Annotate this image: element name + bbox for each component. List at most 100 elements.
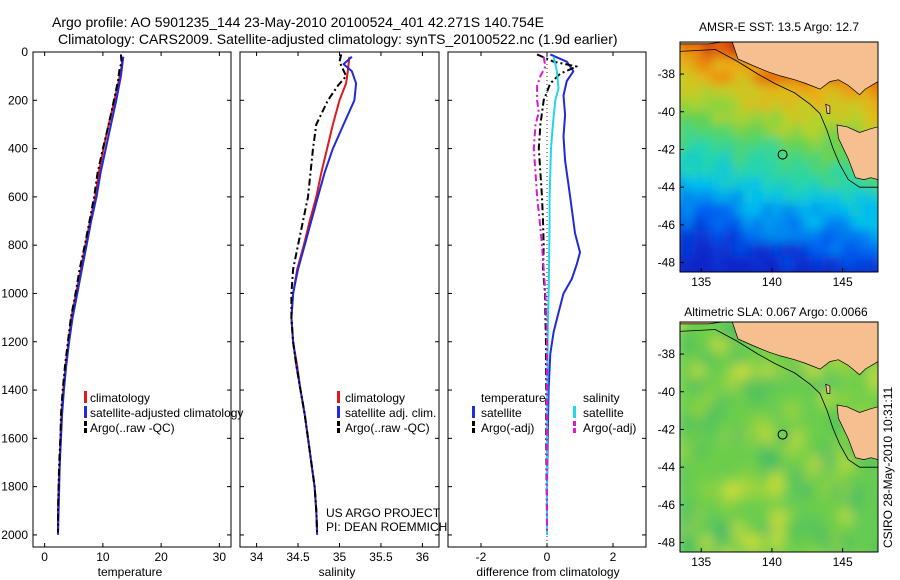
field-cell — [742, 535, 754, 550]
field-cell — [841, 202, 853, 217]
field-cell — [851, 189, 862, 204]
field-cell — [870, 228, 878, 243]
field-cell — [752, 363, 763, 378]
field-cell — [841, 363, 853, 378]
x-tick-label: 20 — [154, 550, 168, 564]
field-cell — [791, 442, 803, 457]
field-cell — [682, 136, 694, 151]
field-cell — [692, 241, 704, 256]
field-cell — [712, 109, 724, 125]
field-cell — [682, 482, 694, 497]
field-cell — [801, 455, 813, 471]
field-cell — [702, 429, 714, 444]
field-cell — [682, 350, 694, 365]
field-cell — [831, 215, 843, 230]
field-cell — [811, 162, 823, 177]
field-cell — [870, 83, 878, 98]
field-cell — [791, 123, 803, 138]
field-cell — [831, 96, 843, 111]
field-cell — [702, 175, 714, 191]
field-cell — [752, 429, 763, 444]
field-cell — [861, 189, 872, 204]
field-cell — [702, 202, 714, 217]
field-cell — [870, 241, 878, 256]
field-cell — [692, 215, 704, 230]
field-cell — [682, 376, 694, 391]
field-cell — [732, 429, 744, 444]
field-cell — [682, 429, 694, 444]
field-cell — [801, 149, 813, 164]
field-cell — [752, 241, 763, 256]
field-cell — [771, 228, 783, 243]
field-cell — [762, 123, 773, 138]
field-cell — [692, 548, 704, 552]
field-cell — [722, 162, 734, 177]
field-cell — [771, 548, 783, 552]
field-cell — [680, 57, 684, 72]
field-cell — [851, 389, 862, 405]
shelf-contour — [680, 329, 878, 468]
field-cell — [762, 162, 773, 177]
field-cell — [722, 42, 734, 45]
field-cell — [801, 255, 813, 270]
legend-label-satellite: satellite-adjusted climatology — [90, 406, 243, 420]
field-cell — [682, 521, 694, 536]
field-cell — [881, 255, 892, 269]
field-cell — [851, 241, 862, 256]
field-cell — [752, 228, 763, 243]
legend-swatch-satellite — [84, 406, 87, 418]
field-cell — [742, 109, 754, 125]
field-cell — [801, 162, 813, 177]
field-cell — [781, 376, 793, 391]
field-cell — [781, 202, 793, 217]
field-cell — [881, 176, 892, 190]
field-cell — [682, 215, 694, 230]
field-cell — [771, 202, 783, 217]
field-cell — [821, 482, 833, 497]
field-cell — [861, 482, 872, 497]
field-cell — [752, 149, 763, 164]
field-cell — [771, 96, 783, 111]
field-cell — [831, 228, 843, 243]
field-cell — [781, 495, 793, 510]
field-cell — [742, 403, 754, 418]
field-cell — [680, 162, 684, 177]
field-cell — [692, 323, 704, 339]
field-cell — [771, 136, 783, 151]
field-cell — [682, 548, 694, 552]
field-cell — [752, 403, 763, 418]
field-cell — [851, 96, 862, 111]
field-cell — [841, 548, 853, 552]
field-cell — [851, 535, 862, 550]
field-cell — [831, 389, 843, 405]
figure-title-line2: Climatology: CARS2009. Satellite-adjuste… — [58, 31, 618, 47]
field-cell — [851, 255, 862, 270]
field-cell — [752, 162, 763, 177]
field-cell — [870, 202, 878, 217]
y-tick-label: 0 — [21, 45, 28, 59]
field-cell — [702, 323, 714, 339]
field-cell — [680, 429, 684, 444]
field-cell — [752, 70, 763, 85]
field-cell — [861, 376, 872, 391]
field-cell — [870, 189, 878, 204]
field-cell — [811, 389, 823, 405]
field-cell — [722, 416, 734, 431]
field-cell — [682, 495, 694, 510]
field-cell — [881, 189, 892, 203]
field-cell — [791, 508, 803, 523]
map-y-tick-label: -40 — [658, 105, 676, 119]
field-cell — [791, 521, 803, 536]
field-cell — [692, 442, 704, 457]
field-cell — [821, 429, 833, 444]
field-cell — [821, 268, 833, 272]
field-cell — [712, 42, 724, 45]
field-cell — [821, 255, 833, 270]
field-cell — [841, 109, 853, 125]
field-cell — [841, 442, 853, 457]
field-cell — [821, 109, 833, 125]
field-cell — [762, 215, 773, 230]
field-cell — [851, 228, 862, 243]
field-cell — [752, 255, 763, 270]
field-cell — [801, 389, 813, 405]
